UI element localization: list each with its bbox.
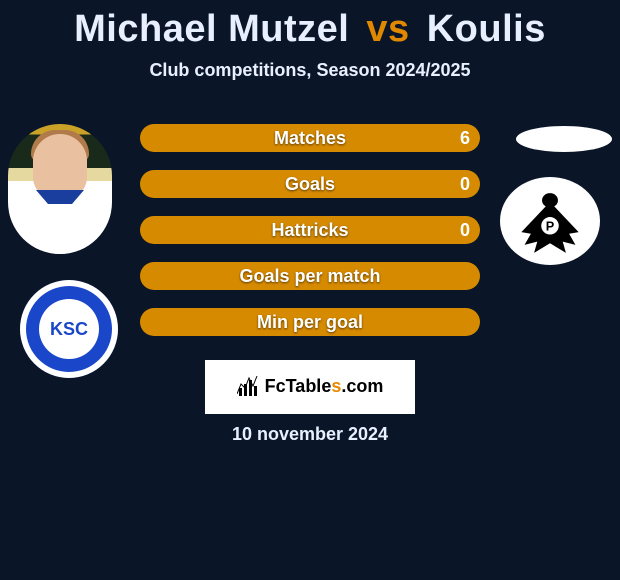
player1-photo xyxy=(8,124,112,254)
stat-row-hattricks: Hattricks 0 xyxy=(140,216,480,244)
player1-collar xyxy=(36,190,84,204)
stat-label: Min per goal xyxy=(140,308,480,336)
player2-club-letter: P xyxy=(546,219,555,234)
stat-bars: Matches 6 Goals 0 Hattricks 0 Goals per … xyxy=(140,124,480,354)
stat-label: Goals per match xyxy=(140,262,480,290)
player2-name: Koulis xyxy=(427,8,546,50)
branding-suffix: .com xyxy=(341,376,383,396)
stat-value-right: 0 xyxy=(460,170,470,198)
stat-row-goals-per-match: Goals per match xyxy=(140,262,480,290)
player1-club-badge: KSC xyxy=(20,280,118,378)
branding-prefix: FcTable xyxy=(265,376,332,396)
player2-photo-placeholder xyxy=(516,126,612,152)
stat-row-min-per-goal: Min per goal xyxy=(140,308,480,336)
stat-value-right: 6 xyxy=(460,124,470,152)
subtitle: Club competitions, Season 2024/2025 xyxy=(0,60,620,81)
stat-row-goals: Goals 0 xyxy=(140,170,480,198)
page-title: Michael Mutzel vs Koulis xyxy=(0,8,620,51)
vs-separator: vs xyxy=(366,8,409,50)
stat-row-matches: Matches 6 xyxy=(140,124,480,152)
stat-label: Matches xyxy=(140,124,480,152)
stat-label: Hattricks xyxy=(140,216,480,244)
stat-value-right: 0 xyxy=(460,216,470,244)
branding-text: FcTables.com xyxy=(237,376,384,397)
stat-label: Goals xyxy=(140,170,480,198)
eagle-icon: P xyxy=(510,186,590,256)
branding-logo: FcTables.com xyxy=(205,360,415,414)
player1-club-abbrev: KSC xyxy=(39,299,99,359)
player1-name: Michael Mutzel xyxy=(74,8,349,50)
branding-accent: s xyxy=(331,376,341,396)
player2-club-badge: P xyxy=(500,177,600,265)
date-label: 10 november 2024 xyxy=(0,424,620,445)
chart-icon xyxy=(237,374,263,398)
